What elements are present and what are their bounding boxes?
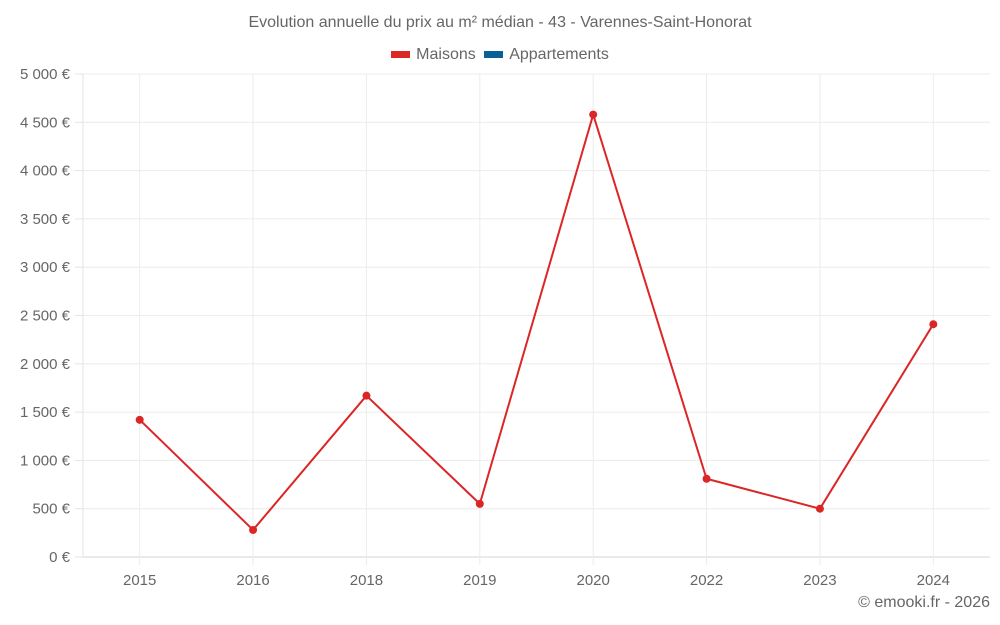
series-line	[138, 113, 935, 531]
legend-item-maisons[interactable]: Maisons	[391, 46, 476, 64]
data-point-marker[interactable]	[135, 415, 144, 424]
x-tick-label: 2024	[917, 572, 950, 589]
x-tick-label: 2023	[803, 572, 836, 589]
data-point-marker[interactable]	[362, 391, 371, 400]
y-tick-label: 2 500 €	[20, 308, 71, 325]
y-tick-label: 1 500 €	[20, 404, 71, 421]
x-tick-label: 2020	[577, 572, 610, 589]
y-tick-label: 5 000 €	[20, 66, 71, 83]
legend-swatch-maisons	[391, 51, 411, 58]
data-point-marker[interactable]	[249, 525, 258, 534]
y-tick-label: 4 000 €	[20, 163, 71, 180]
y-tick-label: 3 500 €	[20, 211, 71, 228]
grid-lines	[82, 73, 990, 565]
x-tick-label: 2018	[350, 572, 383, 589]
legend-item-appartements[interactable]: Appartements	[484, 46, 609, 64]
legend-label-appartements: Appartements	[509, 45, 609, 63]
data-point-marker[interactable]	[589, 110, 598, 119]
y-tick-label: 3 000 €	[20, 259, 71, 276]
series-maisons	[135, 110, 938, 534]
legend-label-maisons: Maisons	[416, 45, 476, 63]
x-tick-label: 2015	[123, 572, 156, 589]
data-point-marker[interactable]	[929, 320, 938, 329]
data-point-marker[interactable]	[815, 504, 824, 513]
y-tick-label: 0 €	[49, 549, 71, 566]
chart-legend: Maisons Appartements	[0, 45, 1000, 64]
data-point-marker[interactable]	[475, 499, 484, 508]
y-axis: 0 € 500 € 1 000 € 1 500 € 2 000 € 2 500 € 3 00…	[20, 66, 83, 566]
legend-swatch-appartements	[484, 51, 504, 58]
y-tick-label: 500 €	[32, 501, 70, 518]
y-tick-label: 2 000 €	[20, 356, 71, 373]
x-axis: 2015 2016 2018 2019 2020 2022 2023 2024	[123, 572, 950, 589]
copyright-credit: © emooki.fr - 2026	[858, 594, 990, 611]
x-tick-label: 2019	[463, 572, 496, 589]
y-tick-label: 4 500 €	[20, 114, 71, 131]
chart-title: Evolution annuelle du prix au m² médian …	[248, 14, 752, 31]
x-tick-label: 2022	[690, 572, 723, 589]
data-point-marker[interactable]	[702, 474, 711, 483]
x-tick-label: 2016	[236, 572, 269, 589]
y-tick-label: 1 000 €	[20, 452, 71, 469]
